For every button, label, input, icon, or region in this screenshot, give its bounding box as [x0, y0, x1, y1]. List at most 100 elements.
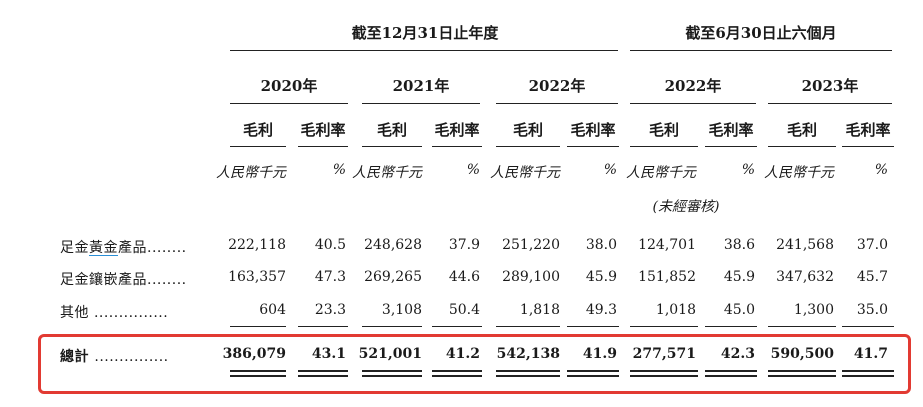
group-header-annual: 截至12月31日止年度 [351, 24, 499, 42]
unit-amount: 人民幣千元 [216, 165, 286, 181]
subtotal-rule [842, 326, 894, 327]
cell-gp: 222,118 [228, 237, 286, 253]
cell-gp: 151,852 [638, 269, 696, 285]
cell-gp: 241,568 [776, 237, 834, 253]
subtotal-rule [230, 326, 286, 327]
group-rule-annual [230, 50, 618, 51]
cell-margin: 45.0 [723, 302, 755, 318]
cell-gp: 1,818 [519, 302, 560, 318]
total-margin: 41.2 [445, 346, 480, 362]
unit-amount: 人民幣千元 [764, 165, 834, 181]
cell-margin: 38.6 [723, 237, 755, 253]
subtotal-rule [432, 326, 482, 327]
subtotal-rule [496, 326, 560, 327]
cell-gp: 604 [259, 302, 286, 318]
col-header-gross-profit: 毛利 [512, 121, 543, 139]
row-label-gold-products: 足金黃金產品........ [60, 240, 187, 256]
cell-margin: 37.9 [448, 237, 480, 253]
year-header-2020: 2020年 [260, 77, 318, 95]
total-margin: 41.9 [582, 346, 617, 362]
cell-margin: 40.5 [314, 237, 346, 253]
total-gp: 542,138 [496, 346, 560, 362]
cell-margin: 23.3 [314, 302, 346, 318]
cell-gp: 124,701 [638, 237, 696, 253]
cell-margin: 47.3 [314, 269, 346, 285]
cell-gp: 289,100 [502, 269, 560, 285]
unit-percent: % [466, 162, 480, 178]
total-margin: 41.7 [853, 346, 888, 362]
unit-amount: 人民幣千元 [490, 165, 560, 181]
cell-margin: 45.9 [723, 269, 755, 285]
cell-margin: 45.9 [585, 269, 617, 285]
cell-margin: 49.3 [585, 302, 617, 318]
col-header-gross-profit: 毛利 [648, 121, 679, 139]
col-header-gross-profit: 毛利 [376, 121, 407, 139]
total-margin: 43.1 [311, 346, 346, 362]
cell-gp: 1,300 [793, 302, 834, 318]
row-label-total: 總計 ............... [60, 349, 169, 365]
col-rule [842, 146, 894, 147]
year-rule-2022a [496, 103, 618, 104]
col-header-margin: 毛利率 [300, 121, 346, 139]
col-rule [705, 146, 757, 147]
col-header-gross-profit: 毛利 [786, 121, 817, 139]
total-margin: 42.3 [720, 346, 755, 362]
cell-margin: 35.0 [856, 302, 888, 318]
unit-percent: % [332, 162, 346, 178]
unit-amount: 人民幣千元 [352, 165, 422, 181]
year-header-2023: 2023年 [801, 77, 859, 95]
subtotal-rule [362, 326, 422, 327]
cell-margin: 45.7 [856, 269, 888, 285]
total-row-highlight [38, 334, 911, 394]
col-rule [768, 146, 836, 147]
year-rule-2023 [768, 103, 892, 104]
cell-gp: 163,357 [228, 269, 286, 285]
col-rule [567, 146, 619, 147]
year-header-2021: 2021年 [392, 77, 450, 95]
unaudited-note: (未經審核) [652, 199, 720, 215]
total-gp: 386,079 [222, 346, 286, 362]
term-link-gold[interactable]: 黃金 [89, 240, 118, 256]
cell-gp: 3,108 [381, 302, 422, 318]
subtotal-rule [768, 326, 836, 327]
year-header-2022a: 2022年 [528, 77, 586, 95]
col-header-gross-profit: 毛利 [242, 121, 273, 139]
col-header-margin: 毛利率 [434, 121, 480, 139]
cell-gp: 269,265 [364, 269, 422, 285]
subtotal-rule [705, 326, 757, 327]
total-gp: 277,571 [632, 346, 696, 362]
cell-margin: 44.6 [448, 269, 480, 285]
total-gp: 521,001 [358, 346, 422, 362]
col-rule [432, 146, 482, 147]
unit-amount: 人民幣千元 [626, 165, 696, 181]
total-gp: 590,500 [770, 346, 834, 362]
subtotal-rule [298, 326, 348, 327]
cell-gp: 251,220 [502, 237, 560, 253]
col-rule [496, 146, 560, 147]
cell-margin: 50.4 [448, 302, 480, 318]
col-header-margin: 毛利率 [708, 121, 754, 139]
cell-gp: 248,628 [364, 237, 422, 253]
subtotal-rule [630, 326, 698, 327]
group-header-halfyear: 截至6月30日止六個月 [685, 24, 837, 42]
cell-gp: 1,018 [655, 302, 696, 318]
unit-percent: % [741, 162, 755, 178]
unit-percent: % [603, 162, 617, 178]
unit-percent: % [874, 162, 888, 178]
cell-gp: 347,632 [776, 269, 834, 285]
col-header-margin: 毛利率 [845, 121, 891, 139]
col-header-margin: 毛利率 [570, 121, 616, 139]
year-rule-2020 [230, 103, 348, 104]
cell-margin: 38.0 [585, 237, 617, 253]
year-header-2022b: 2022年 [664, 77, 722, 95]
row-label-inlaid-products: 足金鑲嵌產品........ [60, 272, 187, 288]
col-rule [298, 146, 348, 147]
col-rule [362, 146, 422, 147]
cell-margin: 37.0 [856, 237, 888, 253]
row-label-others: 其他 ............... [60, 305, 169, 321]
col-rule [230, 146, 286, 147]
subtotal-rule [567, 326, 619, 327]
col-rule [630, 146, 698, 147]
year-rule-2022b [630, 103, 756, 104]
year-rule-2021 [362, 103, 480, 104]
